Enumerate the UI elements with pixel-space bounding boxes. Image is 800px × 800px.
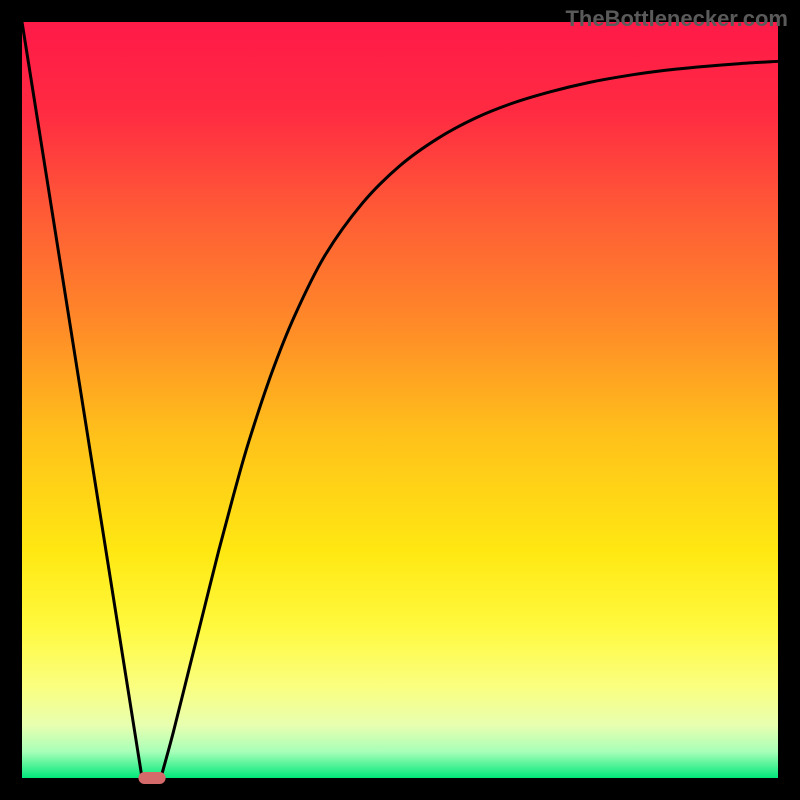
watermark-text: TheBottlenecker.com xyxy=(565,6,788,32)
chart-background xyxy=(22,22,778,778)
bottleneck-chart xyxy=(0,0,800,800)
optimum-marker xyxy=(138,772,165,784)
chart-container: TheBottlenecker.com xyxy=(0,0,800,800)
